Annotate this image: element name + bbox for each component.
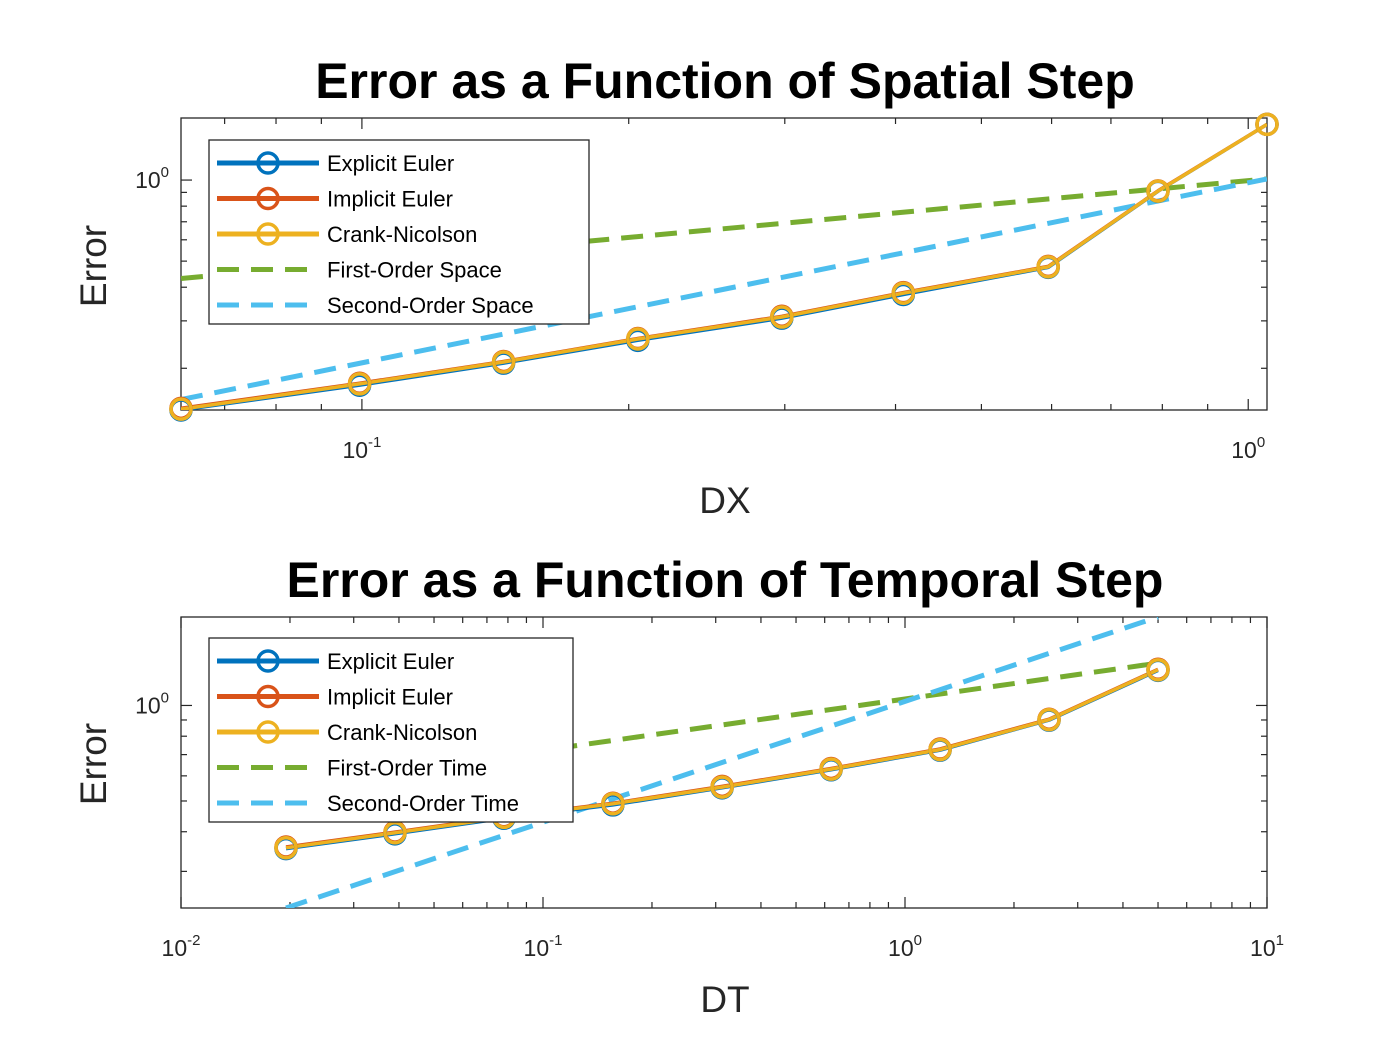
x-axis-label: DT	[700, 979, 749, 1020]
series-line-second-order	[181, 176, 1267, 403]
legend-marker	[256, 684, 280, 709]
plot-area	[180, 117, 1268, 411]
legend-label: Explicit Euler	[327, 649, 454, 674]
x-tick-label: 100	[1231, 434, 1265, 463]
data-point-crank	[491, 350, 516, 374]
data-point-crank	[770, 305, 794, 329]
plot-area	[180, 616, 1268, 909]
legend-label: Second-Order Time	[327, 791, 519, 816]
legend-label: Crank-Nicolson	[327, 720, 477, 745]
legend-item: Second-Order Time	[217, 791, 519, 816]
legend-marker	[256, 720, 280, 744]
data-point-crank	[1037, 707, 1061, 732]
legend: Explicit Euler Implicit Euler Crank-Nicols…	[208, 139, 590, 325]
legend-label: Explicit Euler	[327, 151, 454, 176]
data-point-crank	[1146, 179, 1170, 203]
axis-ticks	[180, 617, 1268, 908]
series-line-crank	[285, 668, 1159, 850]
legend-item: First-Order Time	[217, 756, 487, 781]
legend-item: First-Order Space	[217, 258, 502, 283]
y-axis-label: Error	[73, 225, 114, 307]
data-point-crank	[710, 775, 734, 799]
y-tick-label: 100	[135, 164, 169, 193]
y-tick-label: 100	[135, 689, 169, 718]
legend-marker	[256, 151, 280, 175]
data-point-crank	[383, 821, 407, 845]
legend-item: Crank-Nicolson	[217, 222, 477, 247]
series-line-second-order	[285, 617, 1159, 908]
legend: Explicit Euler Implicit Euler Crank-Nicols…	[208, 637, 574, 823]
x-tick-label: 101	[1250, 932, 1284, 961]
marker-layer	[169, 112, 1279, 422]
legend-item: Second-Order Space	[217, 293, 534, 318]
data-point-crank	[347, 372, 372, 396]
x-tick-label: 10-1	[524, 932, 563, 961]
legend-label: Second-Order Space	[327, 293, 534, 318]
legend-marker	[256, 222, 280, 246]
chart-title: Error as a Function of Spatial Step	[315, 53, 1135, 109]
data-point-crank	[169, 397, 193, 421]
legend-marker	[256, 649, 280, 673]
data-point-crank	[601, 792, 625, 816]
data-point-crank	[626, 327, 650, 351]
y-axis-label: Error	[73, 723, 114, 805]
data-point-crank	[1255, 112, 1279, 137]
legend-item: Implicit Euler	[217, 187, 453, 212]
series-line-crank	[181, 122, 1267, 410]
x-tick-label: 10-2	[162, 932, 201, 961]
data-point-crank	[819, 757, 843, 781]
legend-label: Implicit Euler	[327, 685, 453, 710]
legend-item: Implicit Euler	[217, 685, 453, 710]
legend-marker	[256, 186, 280, 211]
legend-label: Implicit Euler	[327, 187, 453, 212]
x-tick-label: 100	[888, 932, 922, 961]
spatial-step-chart: Error as a Function of Spatial Step DX E…	[73, 53, 1279, 521]
legend-label: First-Order Space	[327, 258, 502, 283]
x-axis-label: DX	[699, 480, 750, 521]
data-point-crank	[928, 737, 952, 762]
legend-item: Explicit Euler	[217, 151, 454, 176]
legend-item: Crank-Nicolson	[217, 720, 477, 745]
legend-label: First-Order Time	[327, 756, 487, 781]
chart-title: Error as a Function of Temporal Step	[287, 552, 1164, 608]
data-point-crank	[891, 281, 916, 305]
legend-item: Explicit Euler	[217, 649, 454, 674]
data-point-crank	[1146, 658, 1170, 682]
temporal-step-chart: Error as a Function of Temporal Step DT …	[73, 552, 1284, 1020]
x-tick-label: 10-1	[342, 434, 381, 463]
data-point-crank	[1036, 255, 1060, 279]
legend-label: Crank-Nicolson	[327, 222, 477, 247]
data-point-crank	[274, 836, 298, 860]
